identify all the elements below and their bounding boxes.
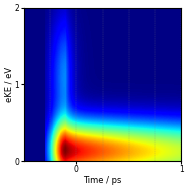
Y-axis label: eKE / eV: eKE / eV (4, 67, 13, 102)
X-axis label: Time / ps: Time / ps (83, 176, 122, 185)
